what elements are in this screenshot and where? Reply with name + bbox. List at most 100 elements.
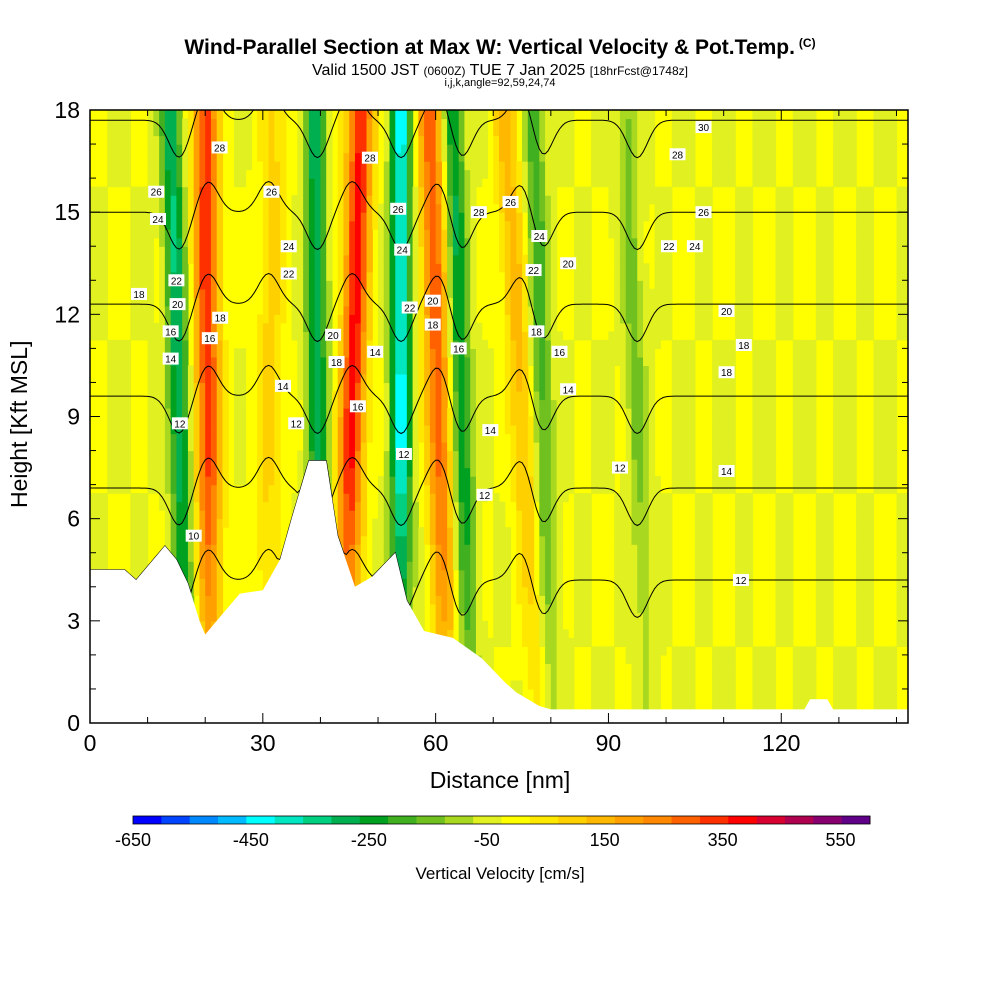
- contour-label: 28: [470, 206, 487, 219]
- colorbar-swatch: [728, 816, 758, 824]
- colorbar-swatch: [416, 816, 446, 824]
- colorbar-swatch: [303, 816, 332, 824]
- colorbar-swatch: [331, 816, 361, 824]
- contour-label: 26: [263, 185, 280, 199]
- contour-label: 16: [450, 342, 467, 355]
- x-tick-label: 120: [762, 730, 800, 756]
- contour-label: 18: [212, 311, 229, 325]
- y-tick-label: 3: [67, 608, 80, 634]
- contour-label: 12: [476, 488, 493, 502]
- colorbar-swatch: [444, 816, 474, 824]
- x-tick-label: 90: [596, 730, 622, 756]
- colorbar-tick-label: -250: [351, 830, 387, 850]
- contour-label: 24: [394, 243, 411, 257]
- chart-subsubtitle: i,j,k,angle=92,59,24,74: [444, 77, 556, 89]
- y-tick-label: 6: [67, 506, 80, 532]
- colorbar-swatch: [473, 816, 502, 824]
- contour-labels: 28 26 24 18 22 20 16 14 12 10 16 18 26 24 22 14 12 20 18 16…: [130, 121, 752, 587]
- colorbar-frame: [132, 815, 871, 825]
- chart-title: Wind-Parallel Section at Max W: Vertical…: [184, 36, 816, 59]
- contour-label: 14: [162, 352, 179, 366]
- y-tick-label: 18: [54, 97, 80, 123]
- contour-label: 16: [551, 345, 568, 359]
- axes: 0 30 60 90 120 0 3 6 9 12 15 18: [54, 97, 909, 756]
- y-tick-label: 12: [54, 301, 80, 327]
- colorbar-swatch: [359, 816, 389, 824]
- contour-label: 14: [274, 379, 291, 393]
- colorbar-swatch: [388, 816, 417, 824]
- contour-label: 12: [611, 461, 628, 475]
- colorbar-swatch: [813, 816, 843, 824]
- terrain-mask: [90, 460, 908, 723]
- colorbar-swatch: [784, 816, 814, 824]
- contour-label: 22: [525, 264, 542, 277]
- colorbar-swatch: [529, 816, 559, 824]
- contour-label: 26: [502, 195, 519, 209]
- contour-label: 12: [395, 447, 412, 461]
- colorbar-swatch: [161, 816, 191, 824]
- colorbar-swatch: [586, 816, 616, 824]
- colorbar-swatch: [558, 816, 588, 824]
- colorbar-swatch: [189, 816, 219, 824]
- title-mark: (C): [798, 36, 816, 50]
- contour-label: 16: [349, 400, 366, 413]
- colorbar-swatch: [246, 816, 276, 824]
- y-tick-label: 0: [67, 710, 80, 736]
- colorbar-swatch: [671, 816, 701, 824]
- colorbar-swatch: [218, 816, 247, 824]
- colorbar-tick-label: -50: [474, 830, 500, 850]
- theta-contours: [90, 0, 908, 618]
- colorbar-swatch: [614, 816, 644, 824]
- theta-contour-line: [90, 364, 908, 435]
- contour-label: 26: [695, 206, 712, 219]
- contour-label: 18: [130, 287, 147, 301]
- theta-contour-line: [90, 272, 908, 343]
- contour-label: 20: [560, 257, 577, 270]
- chart-subtitle: Valid 1500 JST (0600Z) TUE 7 Jan 2025 [1…: [312, 62, 688, 79]
- colorbar-swatch: [501, 816, 531, 824]
- contour-label: 28: [361, 151, 378, 165]
- theta-contour-line: [90, 0, 908, 66]
- contour-label: 18: [424, 318, 441, 332]
- contour-label: 18: [328, 356, 345, 369]
- contour-label: 24: [686, 240, 703, 253]
- contour-label: 24: [280, 240, 297, 253]
- x-tick-label: 0: [84, 730, 97, 756]
- colorbar-swatch: [133, 816, 162, 824]
- y-tick-label: 15: [54, 199, 80, 225]
- colorbar-tick-label: -450: [233, 830, 269, 850]
- contour-label: 12: [732, 573, 749, 587]
- contour-label: 12: [288, 417, 305, 430]
- contour-label: 20: [169, 298, 186, 311]
- contour-label: 20: [718, 304, 735, 318]
- contour-label: 26: [148, 185, 165, 199]
- terrain: [90, 460, 908, 723]
- x-axis-label: Distance [nm]: [429, 767, 571, 793]
- colorbar-tick-label: 150: [590, 830, 620, 850]
- contour-label: 22: [168, 274, 185, 287]
- contour-label: 14: [482, 424, 499, 437]
- contour-label: 22: [660, 240, 677, 253]
- contour-label: 22: [401, 301, 418, 315]
- contour-label: 26: [390, 202, 407, 216]
- contour-label: 18: [735, 338, 752, 352]
- contour-label: 18: [528, 325, 545, 338]
- contour-label: 16: [162, 325, 179, 338]
- colorbar-label: Vertical Velocity [cm/s]: [415, 864, 585, 883]
- contour-label: 30: [695, 121, 712, 134]
- colorbar-tick-label: -650: [115, 830, 151, 850]
- colorbar-swatch: [841, 816, 871, 824]
- theta-contour-line: [90, 460, 908, 618]
- colorbar-swatch: [756, 816, 786, 824]
- contour-label: 12: [171, 417, 188, 430]
- y-axis-label: Height [Kft MSL]: [6, 340, 32, 508]
- contour-label: 22: [280, 267, 297, 280]
- contour-label: 28: [211, 141, 228, 154]
- x-tick-label: 30: [250, 730, 276, 756]
- contour-label: 18: [718, 366, 735, 379]
- contour-label: 20: [325, 328, 342, 342]
- contour-label: 24: [531, 230, 548, 243]
- colorbar-swatch: [274, 816, 304, 824]
- colorbar: -650 -450 -250 -50 150 350 550: [115, 815, 871, 850]
